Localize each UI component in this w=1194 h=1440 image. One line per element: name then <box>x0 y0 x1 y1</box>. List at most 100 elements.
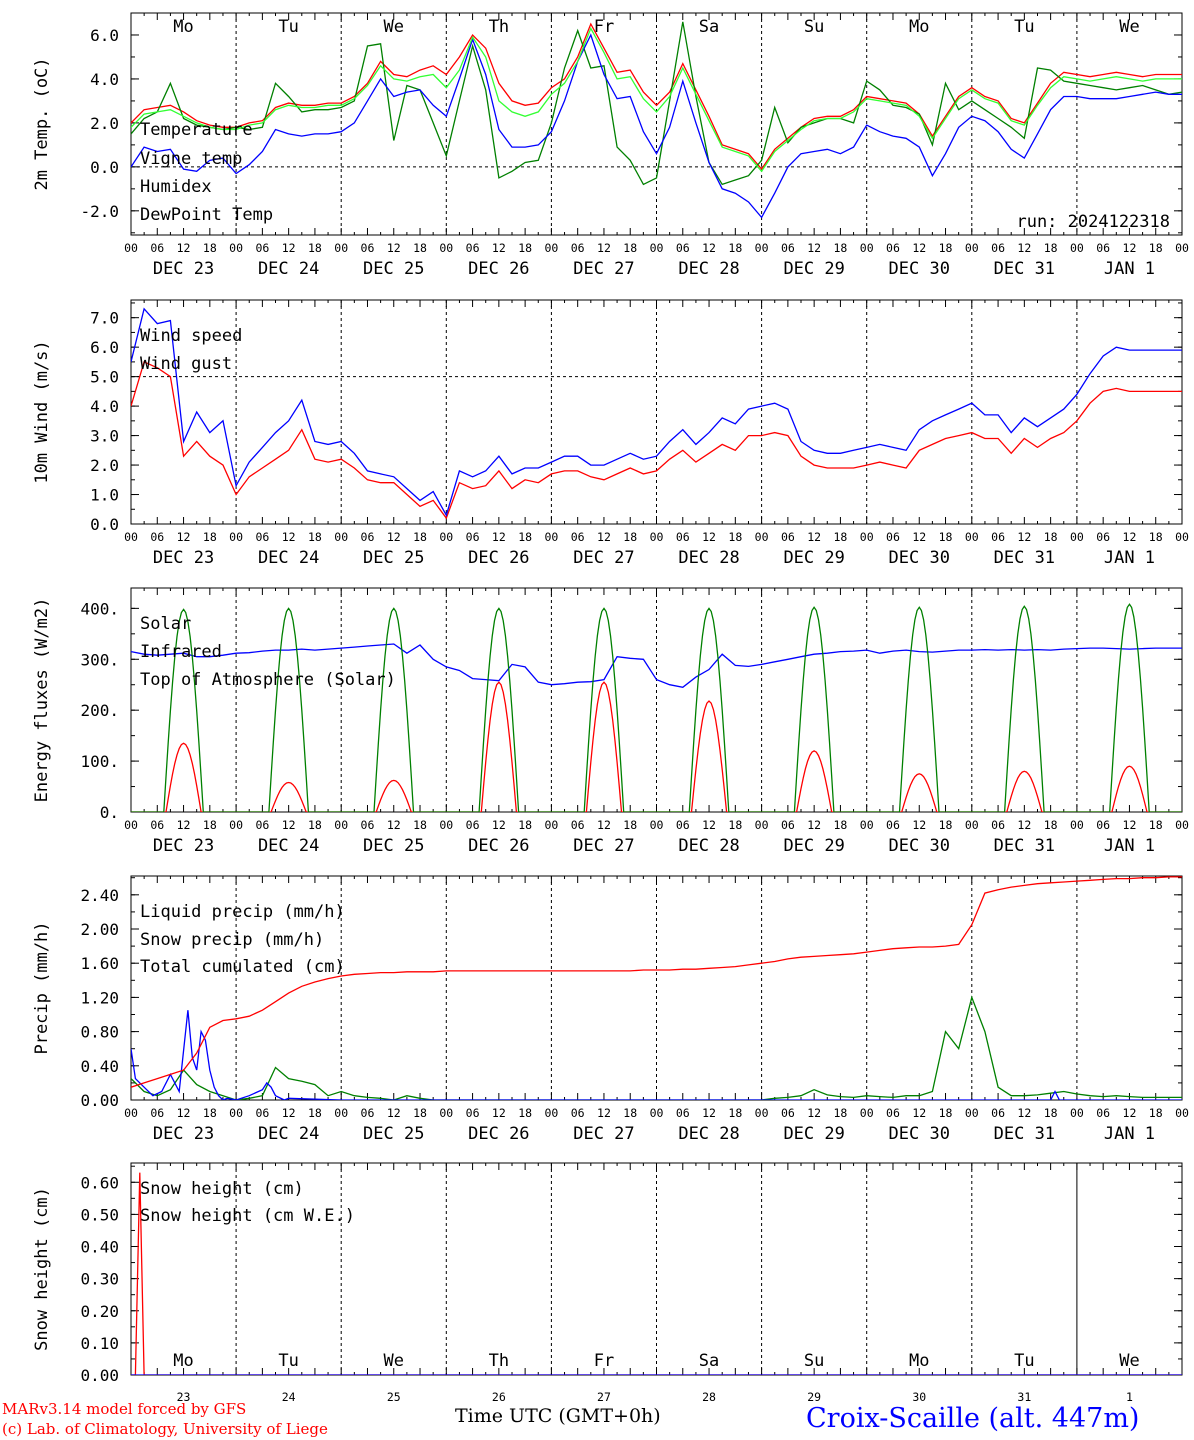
x-hour-label: 00 <box>334 1106 348 1120</box>
x-hour-label: 18 <box>623 1106 637 1120</box>
weekday-label: Mo <box>909 1351 929 1371</box>
x-hour-label: 00 <box>124 530 138 544</box>
x-hour-label: 18 <box>203 818 217 832</box>
legend-entry: DewPoint Temp <box>140 205 273 225</box>
x-hour-label: 06 <box>676 1106 690 1120</box>
x-date-label: DEC 31 <box>994 836 1055 856</box>
x-date-label: DEC 26 <box>468 1124 529 1144</box>
legend-entry: Wind speed <box>140 326 242 346</box>
x-hour-label: 00 <box>334 241 348 255</box>
x-hour-label: 06 <box>886 530 900 544</box>
x-hour-label: 12 <box>1123 818 1137 832</box>
x-hour-label: 06 <box>571 1106 585 1120</box>
x-hour-label: 06 <box>991 241 1005 255</box>
x-hour-label: 18 <box>413 818 427 832</box>
x-hour-label: 12 <box>177 241 191 255</box>
plot-frame <box>130 299 1183 525</box>
x-date-label: DEC 31 <box>994 548 1055 568</box>
x-date-label: DEC 30 <box>889 836 950 856</box>
series-line-1 <box>131 1172 1182 1375</box>
x-hour-label: 18 <box>1044 818 1058 832</box>
y-tick-label: 400. <box>80 599 119 618</box>
x-date-label: DEC 27 <box>573 259 634 279</box>
series-line-1 <box>131 681 1182 812</box>
x-hour-label: 18 <box>203 241 217 255</box>
series-line-2 <box>131 643 1182 688</box>
panel-4: 2.40 2.00 1.60 1.20 0.80 0.40 0.00 Precip (mm/h… <box>32 875 1189 1144</box>
x-day-number: 24 <box>282 1390 296 1404</box>
x-hour-label: 06 <box>571 241 585 255</box>
x-hour-label: 06 <box>676 530 690 544</box>
x-hour-label: 00 <box>439 818 453 832</box>
x-hour-label: 18 <box>308 241 322 255</box>
legend-entry: Liquid precip (mm/h) <box>140 902 345 922</box>
y-tick-label: 100. <box>80 752 119 771</box>
x-date-label: DEC 26 <box>468 548 529 568</box>
x-hour-label: 00 <box>755 818 769 832</box>
weekday-label: We <box>384 17 404 37</box>
x-date-label: DEC 30 <box>889 259 950 279</box>
x-hour-label: 06 <box>676 818 690 832</box>
x-hour-label: 00 <box>965 530 979 544</box>
weekday-label: We <box>1119 17 1139 37</box>
x-hour-label: 12 <box>492 241 506 255</box>
x-date-label: DEC 28 <box>678 836 739 856</box>
x-hour-label: 06 <box>886 1106 900 1120</box>
x-hour-label: 18 <box>203 530 217 544</box>
x-hour-label: 06 <box>466 241 480 255</box>
x-hour-label: 00 <box>965 1106 979 1120</box>
x-hour-label: 18 <box>728 530 742 544</box>
x-hour-label: 06 <box>991 1106 1005 1120</box>
x-hour-label: 18 <box>623 818 637 832</box>
x-hour-label: 12 <box>807 530 821 544</box>
x-hour-label: 12 <box>282 818 296 832</box>
x-hour-label: 00 <box>229 530 243 544</box>
legend-entry: Total cumulated (cm) <box>140 957 345 977</box>
x-hour-label: 00 <box>965 241 979 255</box>
weekday-label: We <box>1119 1351 1139 1371</box>
y-tick-label: 0.00 <box>80 1366 119 1385</box>
x-hour-label: 12 <box>1123 1106 1137 1120</box>
x-day-number: 25 <box>387 1390 401 1404</box>
y-tick-label: 4.0 <box>90 70 119 89</box>
x-hour-label: 12 <box>177 818 191 832</box>
x-hour-label: 18 <box>939 530 953 544</box>
x-date-label: DEC 27 <box>573 548 634 568</box>
weekday-label: Mo <box>173 1351 193 1371</box>
x-axis-title: Time UTC (GMT+0h) <box>455 1405 661 1427</box>
x-hour-label: 18 <box>518 241 532 255</box>
x-hour-label: 12 <box>177 1106 191 1120</box>
x-date-label: JAN 1 <box>1104 259 1155 279</box>
x-date-label: JAN 1 <box>1104 836 1155 856</box>
x-hour-label: 12 <box>1123 530 1137 544</box>
x-hour-label: 06 <box>781 530 795 544</box>
x-hour-label: 18 <box>1044 1106 1058 1120</box>
weekday-label: Tu <box>278 17 298 37</box>
x-hour-label: 06 <box>991 818 1005 832</box>
x-day-number: 29 <box>807 1390 821 1404</box>
x-hour-label: 12 <box>282 241 296 255</box>
x-hour-label: 00 <box>544 1106 558 1120</box>
x-date-label: DEC 31 <box>994 1124 1055 1144</box>
x-day-number: 27 <box>597 1390 611 1404</box>
weekday-label: We <box>384 1351 404 1371</box>
x-date-label: DEC 26 <box>468 836 529 856</box>
x-hour-label: 12 <box>282 530 296 544</box>
x-hour-label: 12 <box>597 530 611 544</box>
x-hour-label: 06 <box>150 241 164 255</box>
x-date-label: DEC 23 <box>153 1124 214 1144</box>
x-hour-label: 00 <box>965 818 979 832</box>
x-hour-label: 18 <box>203 1106 217 1120</box>
x-hour-label: 00 <box>650 818 664 832</box>
station-name: Croix-Scaille (alt. 447m) <box>806 1403 1140 1434</box>
x-date-label: DEC 28 <box>678 259 739 279</box>
series-line-4 <box>131 26 1182 173</box>
series-line-3 <box>131 33 1182 219</box>
series-line-1 <box>131 22 1182 171</box>
legend-entry: Snow precip (mm/h) <box>140 930 324 950</box>
weekday-label: Tu <box>1014 1351 1034 1371</box>
x-hour-label: 12 <box>597 241 611 255</box>
plot-frame <box>130 587 1183 813</box>
x-hour-label: 00 <box>650 241 664 255</box>
y-tick-label: 200. <box>80 701 119 720</box>
